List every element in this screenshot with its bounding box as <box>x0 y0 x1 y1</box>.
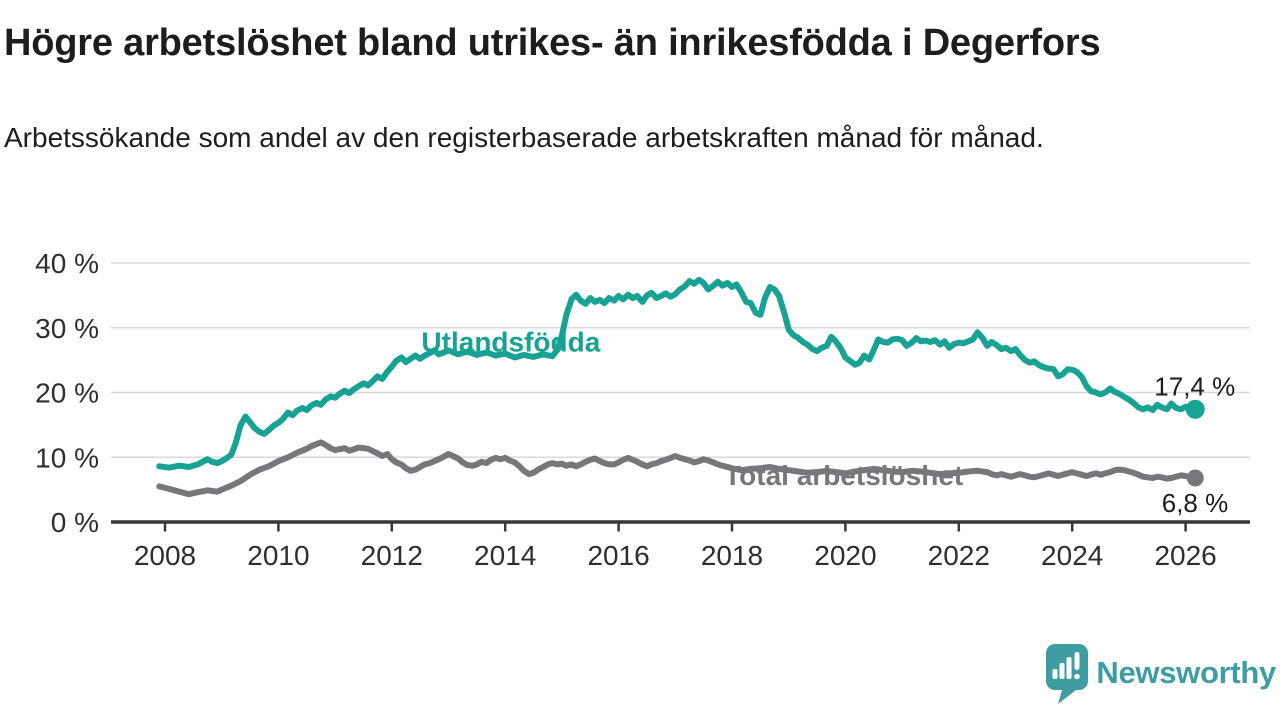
end-value-label-total: 6,8 % <box>1162 488 1229 518</box>
brand-name: Newsworthy <box>1096 655 1276 690</box>
logo-bar-2 <box>1059 663 1065 679</box>
y-tick-label-40: 40 % <box>35 248 99 279</box>
x-tick-label-2022: 2022 <box>928 540 990 571</box>
series-end-dot-utlandsfodda <box>1185 399 1205 419</box>
chart-title: Högre arbetslöshet bland utrikes- än inr… <box>4 22 1101 64</box>
logo-exclamation-bar <box>1074 652 1080 670</box>
series-end-dot-total <box>1186 469 1204 487</box>
logo-exclamation-dot <box>1074 673 1081 680</box>
y-tick-label-10: 10 % <box>35 442 99 473</box>
newsworthy-brand: Newsworthy <box>1038 642 1276 704</box>
x-tick-label-2012: 2012 <box>361 540 423 571</box>
end-value-label-utlandsfodda: 17,4 % <box>1154 371 1235 401</box>
x-tick-label-2026: 2026 <box>1154 540 1216 571</box>
x-tick-label-2010: 2010 <box>247 540 309 571</box>
chart-subtitle: Arbetssökande som andel av den registerb… <box>4 122 1044 153</box>
series-name-label-total: Total arbetslöshet <box>724 460 963 491</box>
x-tick-label-2008: 2008 <box>134 540 196 571</box>
x-tick-label-2020: 2020 <box>814 540 876 571</box>
series-line-total <box>156 439 1199 498</box>
y-tick-label-0: 0 % <box>51 507 99 538</box>
x-tick-label-2016: 2016 <box>587 540 649 571</box>
newsworthy-logo-icon <box>1046 644 1089 704</box>
logo-bar-3 <box>1066 657 1072 679</box>
x-tick-label-2024: 2024 <box>1041 540 1103 571</box>
series-line-utlandsfodda <box>156 276 1199 471</box>
logo-bar-1 <box>1052 669 1058 679</box>
x-tick-label-2014: 2014 <box>474 540 536 571</box>
x-tick-label-2018: 2018 <box>701 540 763 571</box>
series-name-label-utlandsfodda: Utlandsfödda <box>421 326 600 357</box>
y-tick-label-20: 20 % <box>35 378 99 409</box>
y-tick-label-30: 30 % <box>35 313 99 344</box>
